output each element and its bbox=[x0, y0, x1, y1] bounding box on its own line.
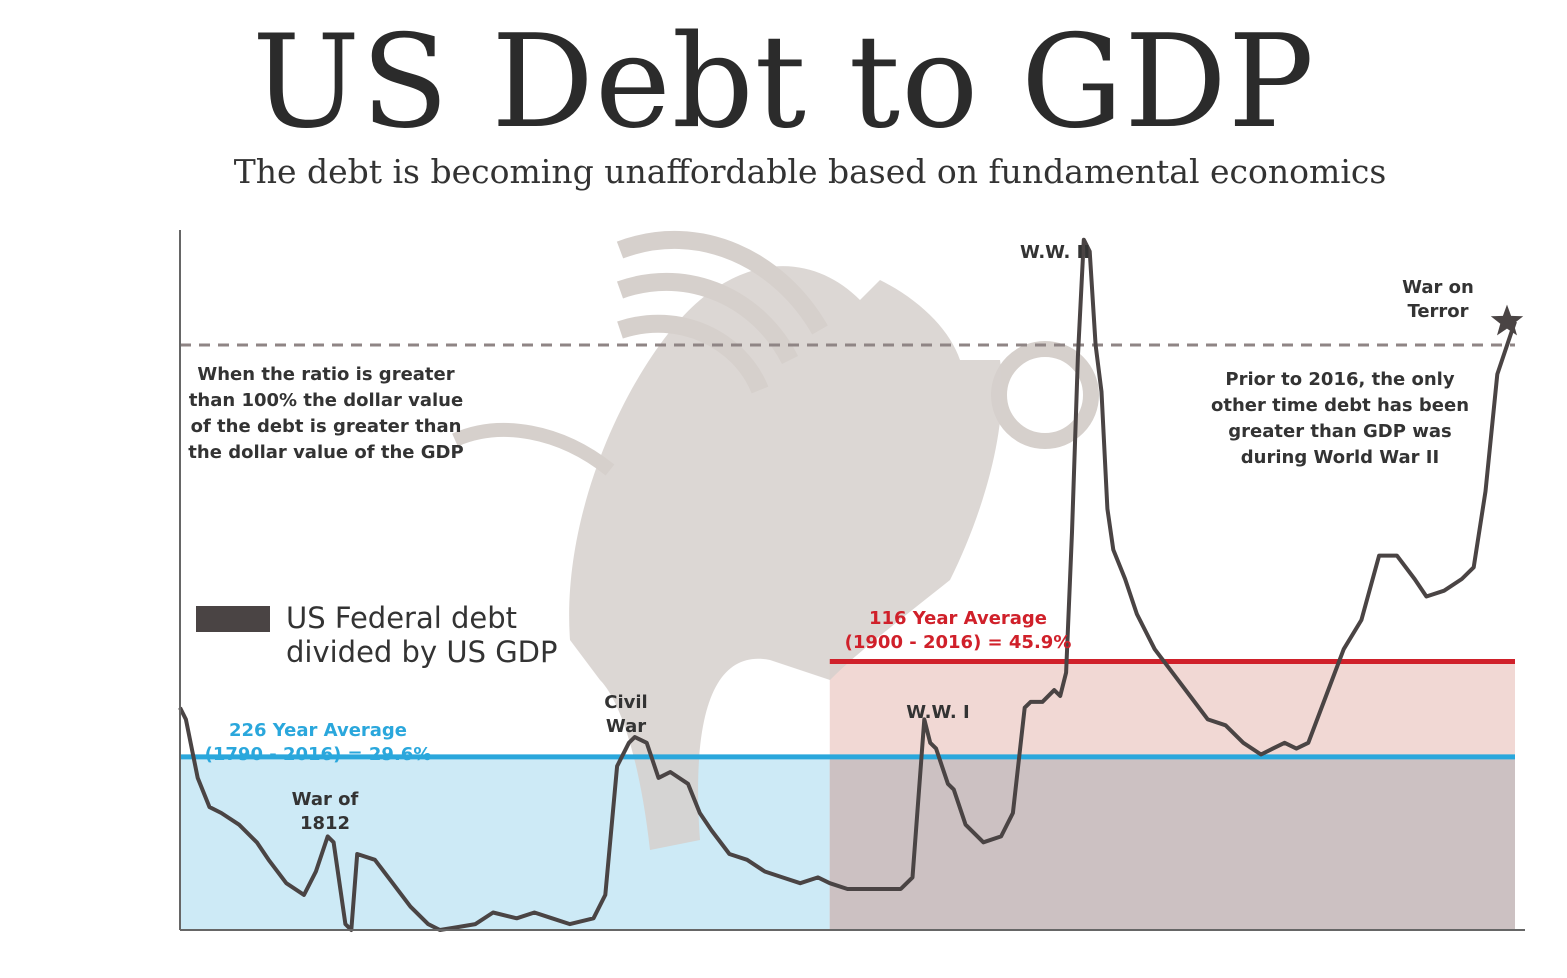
average-label-226-year: 226 Year Average (1790 - 2016) = 29.6% bbox=[205, 720, 432, 765]
annotation-prior-note: Prior to 2016, the only other time debt h… bbox=[1211, 369, 1469, 468]
watermark-tail-icon bbox=[452, 423, 615, 476]
annotation-ratio-note: When the ratio is greater than 100% the d… bbox=[188, 364, 463, 463]
annotation-war-on-terror: War on Terror bbox=[1402, 277, 1474, 322]
annotation-war-of-1812: War of 1812 bbox=[292, 789, 359, 834]
average-label-116-year: 116 Year Average (1900 - 2016) = 45.9% bbox=[845, 608, 1072, 653]
annotation-ww1: W.W. I bbox=[906, 702, 969, 723]
watermark-griffin-icon bbox=[569, 266, 1002, 850]
legend-swatch bbox=[196, 606, 270, 632]
watermark-wing-icon bbox=[616, 231, 828, 394]
chart-subtitle: The debt is becoming unaffordable based … bbox=[233, 152, 1387, 191]
average-region-overlap bbox=[829, 756, 1515, 930]
annotation-civil-war: Civil War bbox=[604, 692, 647, 737]
star-icon bbox=[1490, 304, 1524, 336]
series-line-debt-to-gdp bbox=[178, 237, 1517, 932]
annotation-ww2: W.W. II bbox=[1020, 242, 1090, 263]
legend-label: US Federal debt divided by US GDP bbox=[286, 601, 558, 669]
chart-title: US Debt to GDP bbox=[252, 8, 1315, 157]
